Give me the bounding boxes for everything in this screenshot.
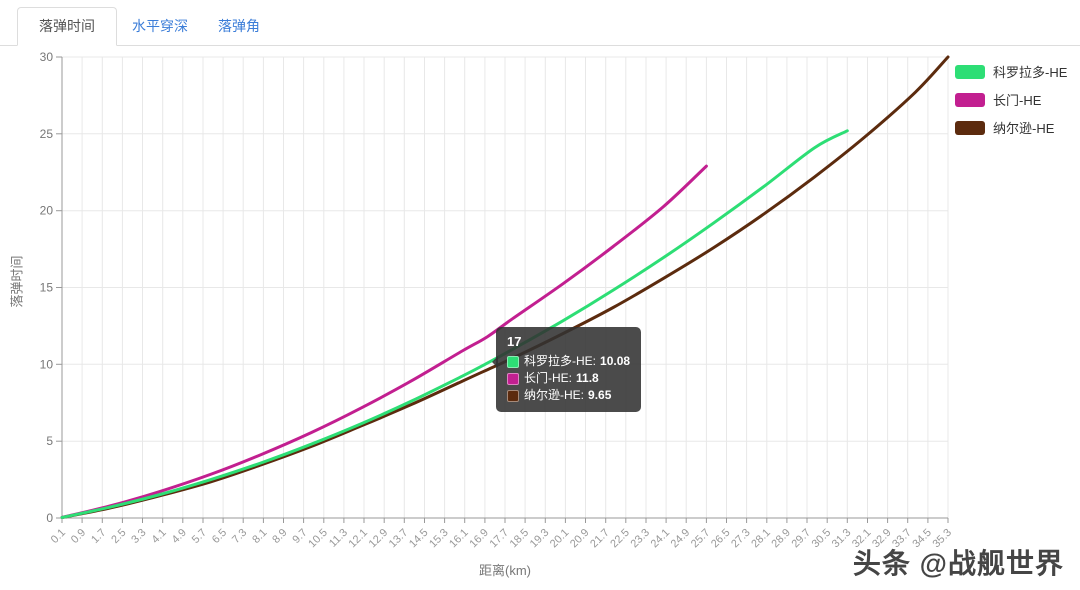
chart-tooltip: 17 科罗拉多-HE: 10.08 长门-HE: 11.8 纳尔逊-HE: 9.… bbox=[492, 327, 642, 412]
x-tick-label: 1.7 bbox=[89, 527, 108, 546]
tooltip-series-name: 长门-HE bbox=[524, 371, 569, 385]
x-tick-label: 5.7 bbox=[190, 527, 209, 546]
x-tick-label: 11.3 bbox=[327, 527, 350, 550]
watermark: 头条 @战舰世界 bbox=[852, 548, 1064, 579]
x-tick-label: 16.9 bbox=[467, 527, 491, 551]
x-tick-label: 4.1 bbox=[150, 527, 169, 546]
x-tick-label: 30.5 bbox=[810, 527, 834, 551]
x-tick-label: 19.3 bbox=[528, 527, 552, 551]
y-tick-label: 25 bbox=[40, 127, 54, 141]
tab-fall-angle[interactable]: 落弹角 bbox=[218, 18, 260, 34]
x-axis-title: 距离(km) bbox=[479, 563, 531, 578]
legend-label: 纳尔逊-HE bbox=[993, 121, 1055, 136]
tooltip-swatch-magenta bbox=[507, 372, 519, 385]
x-tick-label: 24.1 bbox=[649, 527, 673, 551]
x-tick-label: 18.5 bbox=[508, 527, 532, 551]
x-tick-label: 8.1 bbox=[250, 527, 269, 546]
legend-swatch-brown bbox=[955, 120, 985, 135]
tooltip-row: 纳尔逊-HE: 9.65 bbox=[507, 387, 630, 404]
legend-label: 长门-HE bbox=[993, 93, 1042, 108]
x-tick-label: 0.1 bbox=[49, 527, 68, 546]
x-tick-label: 31.3 bbox=[830, 527, 854, 551]
x-tick-label: 0.9 bbox=[69, 527, 88, 546]
legend-swatch-magenta bbox=[955, 92, 985, 107]
x-tick-label: 2.5 bbox=[109, 527, 128, 546]
x-tick-label: 20.9 bbox=[568, 527, 592, 551]
x-tick-label: 15.3 bbox=[427, 527, 451, 551]
y-tick-label: 30 bbox=[40, 50, 54, 64]
y-axis-title: 落弹时间 bbox=[9, 255, 25, 308]
tooltip-swatch-brown bbox=[507, 389, 519, 402]
tooltip-separator: : bbox=[592, 354, 597, 368]
tooltip-row: 长门-HE: 11.8 bbox=[507, 370, 630, 387]
tab-horizontal-penetration[interactable]: 水平穿深 bbox=[132, 18, 188, 34]
series-line-1[interactable] bbox=[60, 164, 708, 519]
chart-legend: 科罗拉多-HE 长门-HE 纳尔逊-HE bbox=[955, 62, 1067, 146]
x-tick-label: 25.7 bbox=[689, 527, 713, 551]
x-tick-label: 3.3 bbox=[129, 527, 148, 546]
x-tick-label: 29.7 bbox=[789, 527, 813, 551]
x-tick-label: 16.1 bbox=[447, 527, 471, 551]
x-tick-label: 27.3 bbox=[729, 527, 753, 551]
x-tick-label: 28.1 bbox=[749, 527, 773, 551]
tooltip-value: 10.08 bbox=[600, 354, 631, 368]
x-tick-label: 7.3 bbox=[230, 527, 249, 546]
tooltip-value: 9.65 bbox=[588, 388, 612, 402]
x-tick-label: 24.9 bbox=[669, 527, 693, 551]
x-tick-label: 14.5 bbox=[407, 527, 431, 551]
x-tick-label: 23.3 bbox=[628, 527, 652, 551]
x-tick-label: 12.1 bbox=[346, 527, 370, 551]
x-tick-label: 4.9 bbox=[170, 527, 189, 546]
tooltip-separator: : bbox=[568, 371, 573, 385]
tooltip-header: 17 bbox=[507, 334, 522, 349]
y-tick-label: 15 bbox=[40, 281, 54, 295]
legend-item-nagato-he[interactable]: 长门-HE bbox=[955, 90, 1067, 109]
tooltip-series-name: 科罗拉多-HE bbox=[524, 354, 593, 368]
legend-item-colorado-he[interactable]: 科罗拉多-HE bbox=[955, 62, 1067, 81]
legend-item-nelson-he[interactable]: 纳尔逊-HE bbox=[955, 118, 1067, 137]
legend-label: 科罗拉多-HE bbox=[993, 65, 1068, 80]
x-tick-label: 8.9 bbox=[270, 527, 289, 546]
x-tick-label: 26.5 bbox=[709, 527, 733, 551]
tooltip-swatch-green bbox=[507, 355, 519, 368]
tooltip-arrow bbox=[486, 356, 498, 368]
x-tick-label: 28.9 bbox=[769, 527, 793, 551]
tooltip-separator: : bbox=[580, 388, 585, 402]
tooltip-row: 科罗拉多-HE: 10.08 bbox=[507, 353, 630, 370]
x-tick-label: 6.5 bbox=[210, 527, 229, 546]
x-tick-label: 21.7 bbox=[588, 527, 612, 551]
x-tick-label: 22.5 bbox=[608, 527, 632, 551]
y-tick-label: 20 bbox=[40, 204, 54, 218]
x-tick-label: 10.5 bbox=[306, 527, 330, 551]
x-tick-label: 13.7 bbox=[387, 527, 411, 551]
x-tick-label: 20.1 bbox=[548, 527, 572, 551]
tab-bar: 落弹时间 水平穿深 落弹角 bbox=[0, 7, 1080, 46]
tooltip-value: 11.8 bbox=[576, 371, 599, 385]
tooltip-series-name: 纳尔逊-HE bbox=[524, 388, 581, 402]
y-tick-label: 5 bbox=[46, 434, 53, 448]
x-tick-label: 17.7 bbox=[487, 527, 511, 551]
x-tick-label: 12.9 bbox=[367, 527, 391, 551]
series-line-0[interactable] bbox=[60, 129, 849, 519]
y-tick-label: 0 bbox=[46, 511, 53, 525]
tab-shell-fall-time[interactable]: 落弹时间 bbox=[17, 7, 117, 46]
y-tick-label: 10 bbox=[40, 357, 54, 371]
legend-swatch-green bbox=[955, 64, 985, 79]
